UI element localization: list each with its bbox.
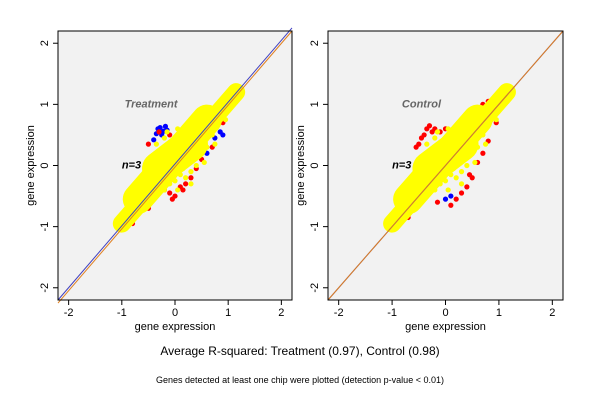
panel-title-2: Control [402,98,442,110]
line-orange [327,30,564,301]
detection-caption: Genes detected at least one chip were pl… [156,375,444,385]
x-tick-label: -1 [117,307,127,319]
x-tick-label: -1 [387,307,397,319]
y-tick-label: 1 [39,101,51,107]
y-tick-label: -1 [39,222,51,232]
yellow-point [424,141,430,147]
y-tick-label: 1 [309,101,321,107]
y-axis-label-1: gene expression [25,125,37,206]
blue-point [442,196,449,202]
r-squared-caption: Average R-squared: Treatment (0.97), Con… [160,344,440,358]
yellow-point [472,159,478,166]
yellow-point [445,187,451,193]
y-tick-label: 0 [309,162,321,168]
y-tick-label: 0 [39,162,51,168]
yellow-point [458,169,465,175]
panel-title-1: Treatment [125,98,179,110]
red-point [183,181,189,187]
x-tick-label: 0 [172,307,178,319]
yellow-point [188,169,194,175]
red-point [180,187,186,193]
x-tick-label: 2 [278,307,284,319]
x-tick-label: -2 [64,307,74,319]
x-tick-label: 2 [549,307,555,319]
red-point [169,196,175,202]
x-tick-label: -2 [334,307,344,319]
red-point [480,150,486,156]
yellow-point [464,162,470,169]
red-point [469,175,475,181]
panel-1: -2 -1 0 1 2 -2 -1 0 1 2 gene expression gene expres… [25,27,293,333]
blue-point [448,193,454,199]
yellow-point [164,129,170,135]
yellow-point-cloud [142,127,208,186]
red-point [188,175,194,181]
line-blue [57,27,293,301]
x-axis-label-2: gene expression [405,321,486,333]
line-orange [57,30,293,304]
red-point [413,144,419,150]
red-point [453,196,459,202]
red-point [448,202,454,208]
yellow-point [193,162,199,169]
y-tick-label: -1 [309,222,321,232]
yellow-point [458,181,465,187]
sample-size-label-2: n=3 [392,160,411,172]
yellow-point [161,135,167,141]
panel-2: -2 -1 0 1 2 -2 -1 0 1 2 gene expression gene expres… [295,30,564,333]
red-point [418,135,425,141]
yellow-point [434,129,441,135]
yellow-point [201,159,207,166]
yellow-point [432,135,438,141]
blue-point [157,124,163,131]
x-tick-label: 1 [225,307,231,319]
yellow-point [153,141,159,147]
yellow-point-cloud [412,127,479,186]
y-tick-label: 2 [39,40,51,46]
red-point [434,199,441,205]
red-point [145,141,152,147]
red-point [156,129,162,135]
red-point [464,184,470,190]
yellow-point [183,175,189,181]
red-point [426,123,433,129]
yellow-point [212,141,218,147]
y-tick-label: 2 [309,40,321,46]
y-tick-label: -2 [39,283,51,293]
x-axis-label-1: gene expression [135,321,216,333]
blue-point [220,132,226,138]
yellow-point [175,187,181,193]
y-tick-label: -2 [309,283,321,293]
yellow-point [188,181,194,187]
red-point [167,190,173,196]
yellow-point [482,141,489,147]
y-axis-label-2: gene expression [295,125,307,206]
x-tick-label: 0 [442,307,448,319]
yellow-point [453,175,459,181]
blue-point [151,137,157,143]
x-tick-label: 1 [496,307,502,319]
red-point [458,190,465,196]
sample-size-label-1: n=3 [122,160,141,172]
